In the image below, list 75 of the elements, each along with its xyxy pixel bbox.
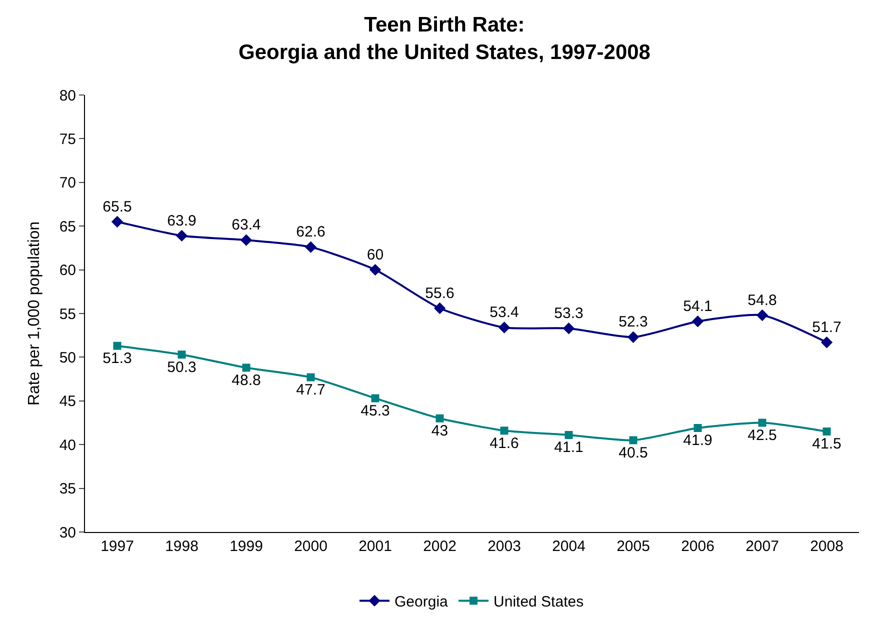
point <box>564 430 573 439</box>
y-axis-title: Rate per 1,000 population <box>26 221 44 406</box>
legend-label: Georgia <box>394 594 449 611</box>
point <box>178 350 186 359</box>
y-tick-label: 60 <box>59 262 76 280</box>
chart-title: Teen Birth Rate: Georgia and the United States, 1997-2008 <box>238 14 651 64</box>
data-label: 63.9 <box>167 212 196 230</box>
data-label: 62.6 <box>296 224 326 241</box>
data-label: 63.4 <box>232 216 261 234</box>
data-label: 51.7 <box>812 318 842 336</box>
x-tick-label: 2005 <box>616 538 650 555</box>
y-tick-label: 70 <box>59 174 76 192</box>
point <box>176 230 188 242</box>
x-tick-label: 2006 <box>681 538 714 555</box>
data-label: 53.4 <box>490 304 519 322</box>
point <box>434 302 446 314</box>
x-tick-label: 2000 <box>294 538 328 555</box>
data-label: 60 <box>366 246 384 264</box>
point <box>306 373 315 382</box>
point <box>692 316 704 328</box>
data-label: 41.1 <box>554 439 584 456</box>
x-tick-label: 2004 <box>552 538 586 555</box>
data-label: 48.8 <box>232 372 261 389</box>
y-tick-label: 30 <box>59 524 76 542</box>
y-tick-label: 50 <box>59 349 76 366</box>
y-tick-label: 45 <box>59 393 76 410</box>
point <box>436 414 444 422</box>
point <box>500 426 508 435</box>
legend-label: United States <box>494 594 584 611</box>
data-label: 40.5 <box>618 444 648 462</box>
point <box>111 216 124 228</box>
data-label: 45.3 <box>360 402 390 420</box>
data-label: 52.3 <box>618 314 648 331</box>
y-tick-label: 40 <box>59 436 76 454</box>
point <box>371 394 380 402</box>
y-tick-label: 65 <box>59 218 76 236</box>
data-label: 53.3 <box>554 304 584 322</box>
data-label: 47.7 <box>296 382 326 399</box>
point <box>240 234 252 246</box>
point <box>498 322 510 334</box>
data-label: 50.3 <box>167 358 196 376</box>
data-label: 43 <box>431 422 448 440</box>
data-label: 42.5 <box>748 427 777 444</box>
point <box>369 264 382 276</box>
data-label: 41.5 <box>812 436 842 453</box>
x-tick-label: 2001 <box>358 538 392 555</box>
y-tick-label: 55 <box>59 306 76 323</box>
x-tick-label: 2007 <box>746 538 779 555</box>
point <box>694 424 702 432</box>
x-tick-label: 1999 <box>230 538 263 555</box>
x-tick-label: 2002 <box>423 538 456 555</box>
point <box>627 331 640 343</box>
data-label: 54.8 <box>748 292 777 309</box>
y-tick-label: 75 <box>59 130 76 148</box>
data-label: 54.1 <box>683 298 712 315</box>
point <box>242 364 250 372</box>
point <box>113 342 122 350</box>
x-tick-label: 2003 <box>488 538 521 555</box>
point <box>629 436 638 444</box>
y-tick-label: 80 <box>59 87 76 104</box>
x-tick-label: 2008 <box>810 538 844 555</box>
data-label: 41.9 <box>683 432 712 450</box>
point <box>822 427 831 436</box>
data-label: 55.6 <box>425 284 454 302</box>
data-label: 41.6 <box>490 434 519 452</box>
x-tick-label: 1997 <box>100 538 134 555</box>
point <box>756 309 768 322</box>
point <box>758 418 766 427</box>
point <box>820 336 833 348</box>
point <box>562 322 575 334</box>
data-label: 51.3 <box>102 350 132 368</box>
y-tick-label: 35 <box>59 480 76 498</box>
x-tick-label: 1998 <box>165 538 198 555</box>
point <box>304 241 317 253</box>
data-label: 65.5 <box>102 198 132 216</box>
